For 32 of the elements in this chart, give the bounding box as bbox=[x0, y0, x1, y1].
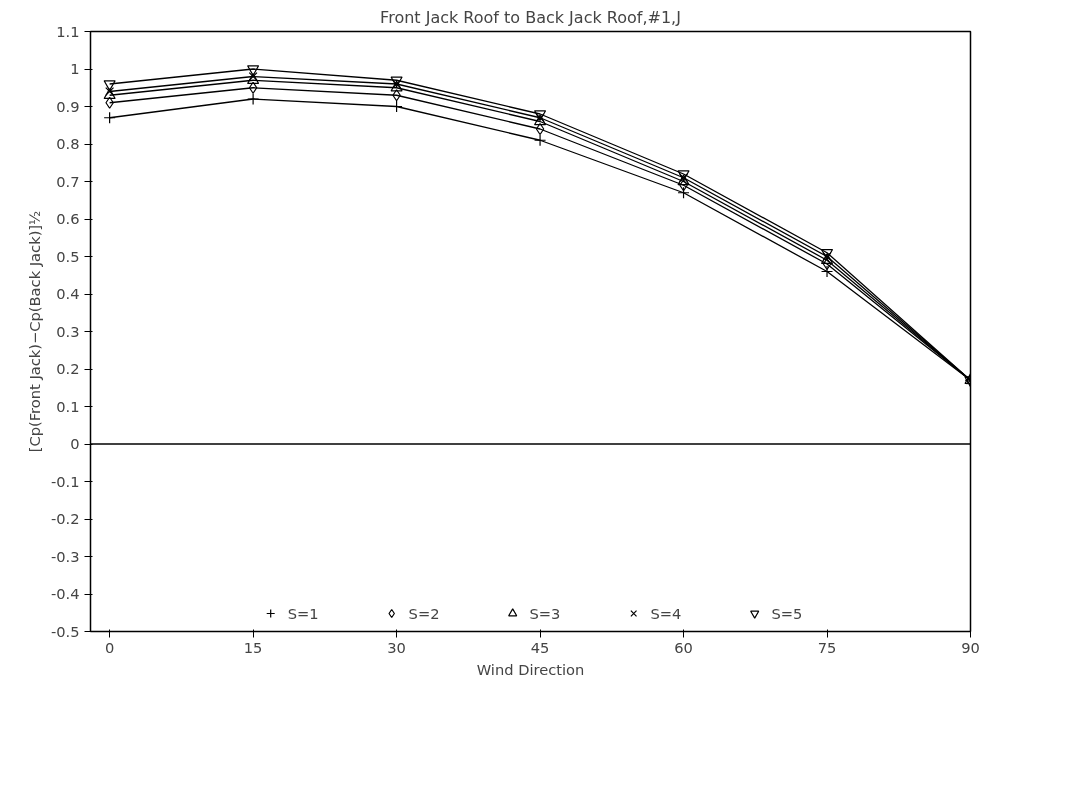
x-tick-label: 45 bbox=[530, 638, 550, 656]
x-tick-label: 75 bbox=[817, 638, 837, 656]
legend-label: S=1 bbox=[287, 604, 319, 622]
y-tick-label: -0.4 bbox=[50, 585, 80, 602]
legend-label: S=5 bbox=[771, 604, 803, 622]
legend-label: S=2 bbox=[408, 604, 440, 622]
y-tick-label: 0 bbox=[70, 435, 80, 452]
y-tick-label: 0.4 bbox=[56, 285, 80, 302]
x-tick-label: 15 bbox=[243, 638, 263, 656]
y-tick-label: 0.5 bbox=[56, 247, 80, 265]
y-tick-label: 0.6 bbox=[56, 210, 80, 227]
y-tick-label: 0.1 bbox=[56, 397, 80, 415]
y-tick-label: -0.5 bbox=[50, 622, 80, 640]
y-tick-label: -0.1 bbox=[50, 472, 80, 490]
y-tick-label: 1.1 bbox=[56, 22, 80, 40]
y-tick-label: 1 bbox=[70, 60, 80, 77]
y-tick-label: -0.3 bbox=[50, 547, 80, 565]
x-axis-title: Wind Direction bbox=[476, 660, 585, 678]
y-tick-label: 0.7 bbox=[56, 172, 80, 190]
legend-label: S=4 bbox=[650, 604, 682, 622]
y-tick-label: 0.8 bbox=[56, 135, 80, 152]
y-tick-label: -0.2 bbox=[50, 510, 80, 527]
y-tick-label: 0.9 bbox=[56, 97, 80, 115]
y-tick-label: 0.3 bbox=[56, 322, 80, 340]
x-tick-label: 0 bbox=[104, 638, 115, 656]
y-tick-label: 0.2 bbox=[56, 360, 80, 377]
x-tick-label: 30 bbox=[387, 638, 406, 656]
legend-label: S=3 bbox=[529, 604, 561, 622]
chart-title: Front Jack Roof to Back Jack Roof,#1,J bbox=[380, 7, 681, 27]
x-tick-label: 90 bbox=[961, 638, 980, 656]
x-tick-label: 60 bbox=[674, 638, 693, 656]
y-axis-title: [Cp(Front Jack)−Cp(Back Jack)]½ bbox=[25, 210, 43, 453]
